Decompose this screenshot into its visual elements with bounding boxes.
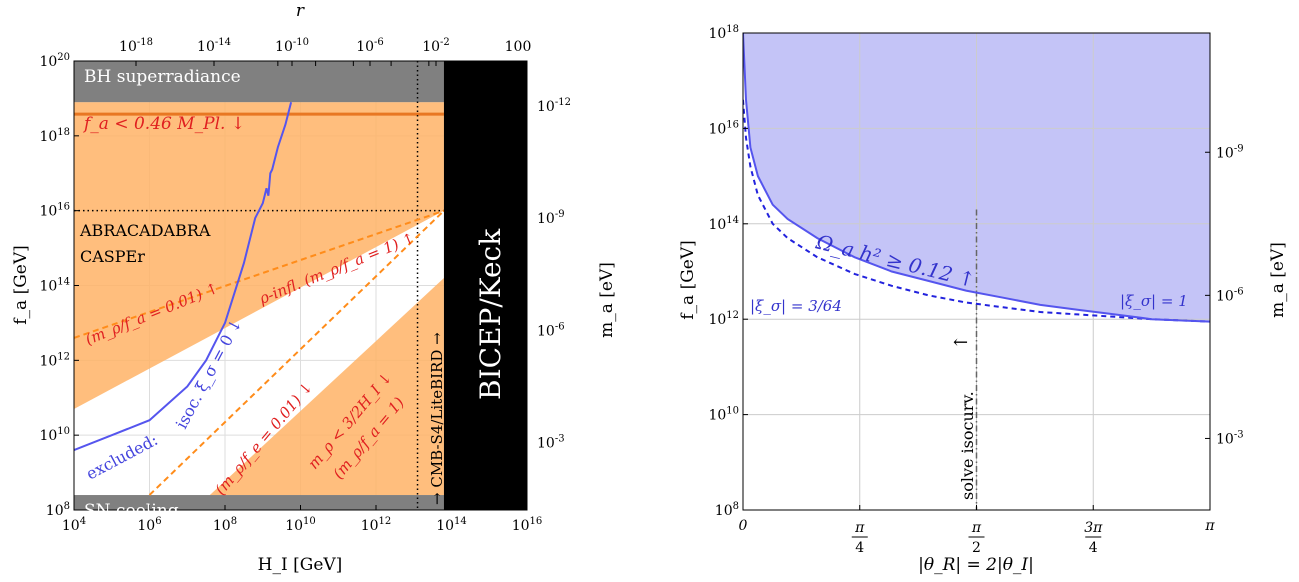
- sn-label: SN cooling: [84, 501, 179, 521]
- bicep-label: BICEP/Keck: [474, 228, 507, 400]
- sn-cooling-region: [74, 495, 527, 510]
- rho-mass-excluded-region: [209, 278, 444, 496]
- right-y-tick-label: 1012: [708, 310, 739, 328]
- xi-one-label: |ξ_σ| = 1: [1120, 292, 1188, 310]
- solve-arrow: ←: [953, 332, 968, 353]
- left-y-tick-label: 1012: [39, 351, 70, 369]
- right-x-tick-label: π4: [851, 520, 868, 556]
- right-x-tick-label: π: [1204, 518, 1215, 534]
- left-y-tick-label: 1018: [39, 127, 70, 145]
- series-xi-3-64: [743, 99, 1210, 323]
- bicep-keck-region: [443, 61, 527, 510]
- left-x-tick-label: 106: [137, 516, 161, 534]
- left-top-tick-label: 10-2: [422, 37, 450, 55]
- left-y-tick-label: 1014: [39, 277, 70, 295]
- right-right-tick-label: 10-9: [1216, 143, 1244, 161]
- right-y-tick-label: 1016: [708, 119, 739, 137]
- right-y-tick-label: 1010: [708, 406, 739, 424]
- left-y-tick-label: 1016: [39, 202, 70, 220]
- right-right-ylabel: m_a [eV]: [1268, 242, 1288, 318]
- right-right-tick-label: 10-3: [1216, 429, 1244, 447]
- right-ylabel: f_a [GeV]: [678, 240, 698, 320]
- left-y-tick-label: 1020: [39, 52, 70, 70]
- right-x-tick-label: π2: [968, 520, 985, 556]
- svg-text:3π: 3π: [1084, 520, 1103, 536]
- planck-bound-line: [74, 112, 444, 116]
- left-ylabel: f_a [GeV]: [11, 245, 31, 325]
- left-right-tick-label: 10-12: [537, 97, 571, 115]
- cmb-label: → CMB-S4/LiteBIRD →: [428, 332, 446, 505]
- left-right-tick-label: 10-6: [537, 321, 565, 339]
- series-isoc: [74, 101, 293, 452]
- left-y-tick-label: 1010: [39, 426, 70, 444]
- xi-small-label: |ξ_σ| = 3/64: [750, 297, 842, 315]
- svg-text:π: π: [971, 520, 982, 536]
- casper-label: CASPEr: [80, 247, 145, 266]
- svg-text:2: 2: [972, 540, 981, 556]
- svg-text:4: 4: [1089, 540, 1098, 556]
- svg-text:π: π: [854, 520, 865, 536]
- abracadabra-label: ABRACADABRA: [79, 221, 211, 240]
- left-x-tick-label: 104: [62, 516, 86, 534]
- planck-label: f_a < 0.46 M_Pl. ↓: [82, 114, 245, 134]
- right-y-tick-label: 1014: [708, 215, 739, 233]
- right-x-tick-label: 0: [739, 518, 748, 534]
- left-ticks: 104 106 108 1010 1012 1014 1016 108 1010 1012 1014…: [39, 37, 571, 534]
- left-x-tick-label: 1012: [361, 516, 392, 534]
- solve-label: solve isocurv.: [958, 391, 977, 500]
- left-xlabel: H_I [GeV]: [258, 555, 343, 575]
- right-x-tick-label: 3π4: [1084, 520, 1103, 556]
- left-y-tick-label: 108: [46, 501, 70, 519]
- series-xi-1: [743, 33, 1210, 323]
- left-top-tick-label: 10-10: [275, 37, 309, 55]
- right-y-tick-label: 108: [715, 501, 739, 519]
- svg-text:4: 4: [855, 540, 864, 556]
- left-right-tick-label: 10-9: [537, 209, 565, 227]
- left-right-ylabel: m_a [eV]: [597, 262, 617, 338]
- rho-inflation-excluded-region: [74, 102, 444, 409]
- left-top-xlabel: r: [296, 1, 305, 21]
- right-xlabel: |θ_R| = 2|θ_I|: [918, 555, 1034, 575]
- left-x-tick-label: 1016: [512, 516, 543, 534]
- right-ticks: 0 π4π23π4π1081010101210141016101810-910-6…: [708, 24, 1243, 556]
- right-right-tick-label: 10-6: [1216, 286, 1244, 304]
- series-rho-0.01-lower: [148, 209, 445, 496]
- left-chart: 104 106 108 1010 1012 1014 1016 108 1010 1012 1014…: [11, 1, 617, 575]
- left-top-tick-label: 10-6: [356, 37, 384, 55]
- left-top-tick-label: 10-18: [119, 37, 153, 55]
- right-chart: 0 π4π23π4π1081010101210141016101810-910-6…: [678, 24, 1288, 575]
- left-x-tick-label: 1010: [285, 516, 316, 534]
- left-top-tick-label: 100: [505, 39, 532, 55]
- left-x-tick-label: 1014: [436, 516, 467, 534]
- bh-label: BH superradiance: [84, 67, 241, 87]
- left-top-tick-label: 10-14: [197, 37, 231, 55]
- series-rho-0.01-upper: [74, 209, 445, 339]
- left-x-tick-label: 108: [213, 516, 237, 534]
- right-y-tick-label: 1018: [708, 24, 739, 42]
- left-right-tick-label: 10-3: [537, 434, 565, 452]
